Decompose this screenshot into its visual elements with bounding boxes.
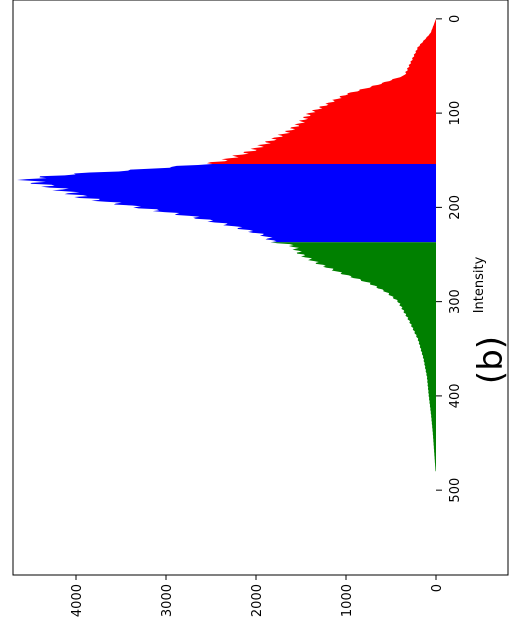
histogram-segment-2: [270, 242, 436, 472]
y-tick-label: 2000: [250, 584, 265, 617]
x-axis-ticks: 0 100 200 300 400 500: [436, 15, 463, 503]
plot-frame: [12, 0, 509, 576]
panel-label: (b): [471, 336, 509, 384]
y-axis-ticks: 0 1000 2000 3000 4000: [70, 575, 445, 617]
y-tick-label: 4000: [70, 584, 85, 617]
histogram-segment-0: [206, 18, 436, 165]
histogram-segment-1: [17, 164, 437, 243]
x-tick-label: 300: [448, 289, 463, 314]
y-tick-label: 0: [430, 584, 445, 592]
x-tick-label: 500: [448, 478, 463, 503]
y-tick-label: 1000: [340, 584, 355, 617]
x-tick-label: 400: [448, 383, 463, 408]
x-tick-label: 200: [448, 195, 463, 220]
histogram-bars: [17, 18, 437, 472]
x-tick-label: 0: [448, 15, 463, 23]
y-tick-label: 3000: [160, 584, 175, 617]
x-axis-label: Intensity: [472, 256, 487, 313]
x-tick-label: 100: [448, 101, 463, 126]
